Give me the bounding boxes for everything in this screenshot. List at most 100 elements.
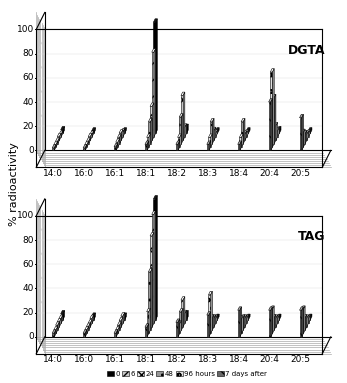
Bar [145, 144, 147, 151]
Polygon shape [151, 118, 152, 144]
Polygon shape [92, 315, 94, 323]
Text: 16:0: 16:0 [74, 169, 94, 178]
Bar [243, 134, 245, 140]
Polygon shape [90, 320, 92, 327]
Bar [114, 333, 116, 337]
Polygon shape [277, 126, 281, 130]
Bar [215, 131, 218, 133]
Polygon shape [183, 124, 187, 127]
Polygon shape [121, 317, 123, 327]
Bar [184, 314, 187, 320]
Polygon shape [87, 326, 89, 334]
Polygon shape [56, 322, 59, 325]
Polygon shape [247, 130, 248, 137]
Bar [83, 148, 85, 151]
Polygon shape [272, 306, 274, 334]
Bar [92, 131, 94, 133]
Polygon shape [301, 306, 305, 309]
Polygon shape [88, 133, 92, 137]
Polygon shape [92, 131, 94, 137]
Polygon shape [54, 326, 58, 330]
Bar [269, 102, 271, 151]
Polygon shape [301, 129, 305, 133]
Polygon shape [299, 115, 303, 118]
Polygon shape [243, 314, 245, 330]
Polygon shape [121, 129, 125, 132]
Polygon shape [216, 315, 218, 323]
Bar [207, 144, 209, 151]
Polygon shape [239, 134, 243, 137]
Bar [145, 327, 147, 337]
Bar [88, 323, 90, 327]
Bar [85, 330, 87, 334]
Bar [150, 236, 152, 327]
Bar [245, 318, 247, 323]
Bar [303, 318, 305, 330]
Bar [57, 137, 59, 140]
Polygon shape [152, 232, 154, 327]
Text: 80: 80 [22, 236, 34, 245]
Polygon shape [116, 139, 120, 142]
Polygon shape [114, 330, 118, 333]
Polygon shape [245, 131, 247, 140]
Polygon shape [302, 307, 303, 337]
Polygon shape [274, 314, 276, 330]
Text: 18:1: 18:1 [136, 169, 156, 178]
Polygon shape [59, 318, 61, 327]
Bar [299, 310, 302, 337]
Polygon shape [183, 297, 185, 327]
Polygon shape [218, 314, 219, 320]
Bar [116, 142, 118, 147]
Polygon shape [83, 330, 87, 333]
Bar [241, 122, 243, 144]
Polygon shape [270, 306, 274, 309]
Text: 16:1: 16:1 [105, 169, 125, 178]
Polygon shape [303, 129, 305, 147]
Polygon shape [240, 141, 242, 151]
Polygon shape [305, 131, 307, 144]
Text: 100: 100 [17, 25, 34, 34]
Polygon shape [122, 128, 126, 131]
Polygon shape [307, 131, 308, 140]
Bar [209, 295, 211, 334]
Polygon shape [305, 315, 308, 318]
Polygon shape [61, 126, 65, 130]
Polygon shape [176, 141, 180, 144]
Polygon shape [52, 145, 56, 148]
Polygon shape [181, 297, 185, 300]
Polygon shape [125, 313, 126, 320]
Polygon shape [89, 138, 90, 144]
Polygon shape [150, 103, 154, 106]
Polygon shape [241, 118, 245, 122]
Bar [308, 318, 310, 320]
Polygon shape [308, 130, 310, 137]
Bar [272, 98, 274, 144]
Polygon shape [120, 322, 121, 330]
Bar [52, 148, 54, 151]
Polygon shape [274, 122, 278, 126]
Polygon shape [118, 326, 120, 334]
Bar [178, 137, 180, 147]
Text: 40: 40 [23, 98, 34, 106]
Text: 20:4: 20:4 [260, 355, 280, 364]
Polygon shape [56, 138, 59, 141]
Bar [210, 318, 212, 330]
Polygon shape [123, 129, 125, 137]
Bar [301, 133, 303, 147]
Bar [276, 318, 278, 323]
Polygon shape [123, 313, 125, 323]
Bar [90, 318, 92, 323]
Bar [92, 316, 94, 320]
Polygon shape [63, 126, 65, 133]
Polygon shape [279, 314, 281, 320]
Polygon shape [117, 322, 121, 325]
Polygon shape [276, 128, 279, 131]
Polygon shape [216, 130, 218, 137]
Bar [301, 309, 303, 334]
Polygon shape [56, 326, 58, 334]
Bar [61, 314, 63, 320]
Polygon shape [178, 134, 181, 137]
Bar [306, 133, 308, 137]
Polygon shape [247, 315, 248, 323]
Polygon shape [238, 307, 242, 310]
